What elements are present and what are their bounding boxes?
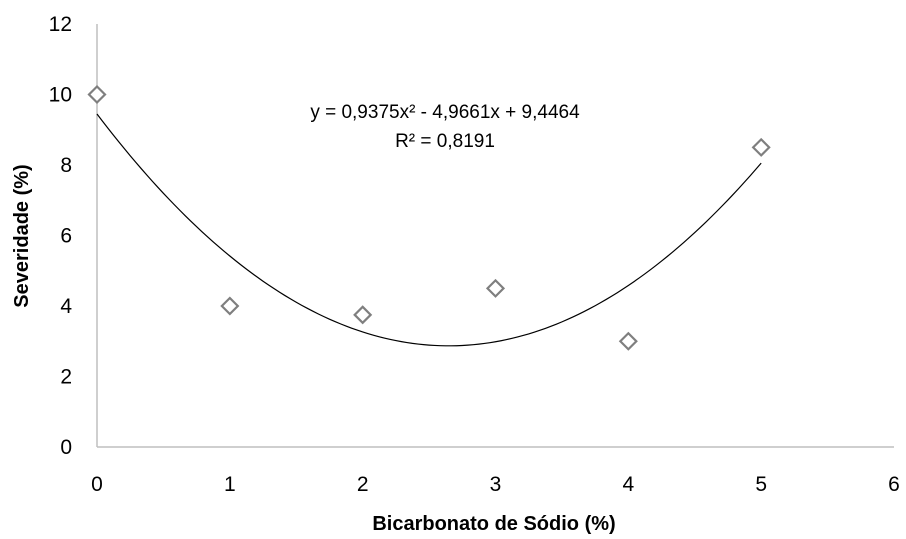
y-tick-label: 0 [60,436,72,459]
x-tick-label: 0 [91,473,103,496]
y-tick-label: 10 [49,84,72,107]
y-tick-label: 12 [49,13,72,36]
trendline-curve [96,113,762,347]
trendline-equation: y = 0,9375x² - 4,9661x + 9,4464 [310,102,580,123]
x-tick-label: 4 [622,473,634,496]
data-point-marker [485,278,506,298]
y-tick-labels: 0 2 4 6 8 10 12 [49,13,73,459]
y-tick-label: 6 [60,225,72,248]
trendline-r2: R² = 0,8191 [395,131,495,152]
x-tick-labels: 0 1 2 3 4 5 6 [91,473,900,496]
x-tick-label: 5 [755,473,767,496]
y-tick-label: 8 [60,154,72,177]
x-tick-label: 2 [357,473,369,496]
y-tick-label: 4 [60,295,72,318]
data-points [87,84,771,351]
data-point-marker [87,84,107,105]
data-point-marker [353,305,373,325]
x-tick-label: 1 [224,473,236,496]
data-point-marker [618,331,638,351]
y-tick-label: 2 [60,366,72,389]
x-tick-label: 3 [490,473,502,496]
y-axis-title: Severidade (%) [11,164,33,307]
data-point-marker [751,137,771,157]
data-point-marker [220,296,240,316]
x-axis-title: Bicarbonato de Sódio (%) [372,513,615,535]
x-tick-label: 6 [888,473,900,496]
